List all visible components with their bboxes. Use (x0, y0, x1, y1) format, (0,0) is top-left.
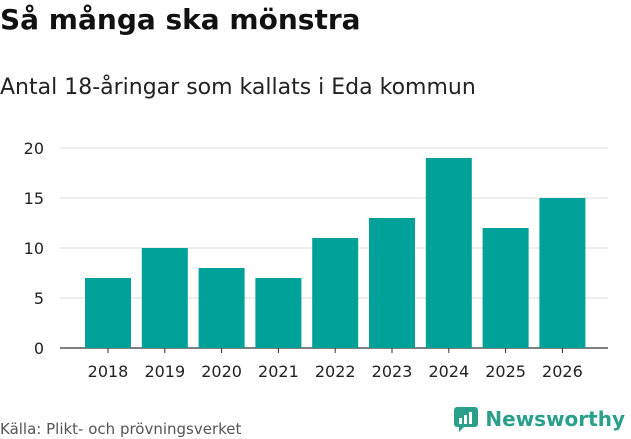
x-tick-label: 2026 (542, 362, 583, 381)
y-tick-label: 20 (24, 139, 44, 158)
x-tick-label: 2023 (372, 362, 413, 381)
x-tick-label: 2021 (258, 362, 299, 381)
bar-chart: 0 5 10 15 20 2018 2019 2020 2021 2022 2023 2024 202… (24, 139, 608, 381)
y-tick-label: 5 (34, 289, 44, 308)
bar-2020 (198, 268, 245, 348)
source-note: Källa: Plikt- och prövningsverket (0, 420, 242, 438)
bar-2021 (255, 278, 302, 348)
x-axis-ticks: 2018 2019 2020 2021 2022 2023 2024 2025 2026 (88, 348, 583, 381)
x-tick-label: 2022 (315, 362, 356, 381)
newsworthy-icon (454, 407, 479, 432)
y-tick-label: 0 (34, 339, 44, 358)
bar-2023 (369, 218, 415, 348)
bars (85, 158, 586, 348)
bar-2018 (85, 278, 131, 348)
x-tick-label: 2020 (201, 362, 242, 381)
x-tick-label: 2024 (428, 362, 469, 381)
bar-2025 (482, 228, 529, 348)
y-axis-ticks: 0 5 10 15 20 (24, 139, 44, 358)
x-tick-label: 2018 (88, 362, 129, 381)
x-tick-label: 2025 (485, 362, 526, 381)
chart-title: Så många ska mönstra (0, 3, 361, 36)
bar-2026 (539, 198, 586, 348)
y-tick-label: 10 (24, 239, 44, 258)
brand-name: Newsworthy (485, 407, 625, 431)
newsworthy-logo: Newsworthy (453, 406, 625, 432)
bar-2019 (141, 248, 188, 348)
bar-2024 (425, 158, 472, 348)
bar-2022 (312, 238, 359, 348)
chart-subtitle: Antal 18-åringar som kallats i Eda kommu… (0, 75, 476, 100)
x-tick-label: 2019 (144, 362, 185, 381)
y-tick-label: 15 (24, 189, 44, 208)
